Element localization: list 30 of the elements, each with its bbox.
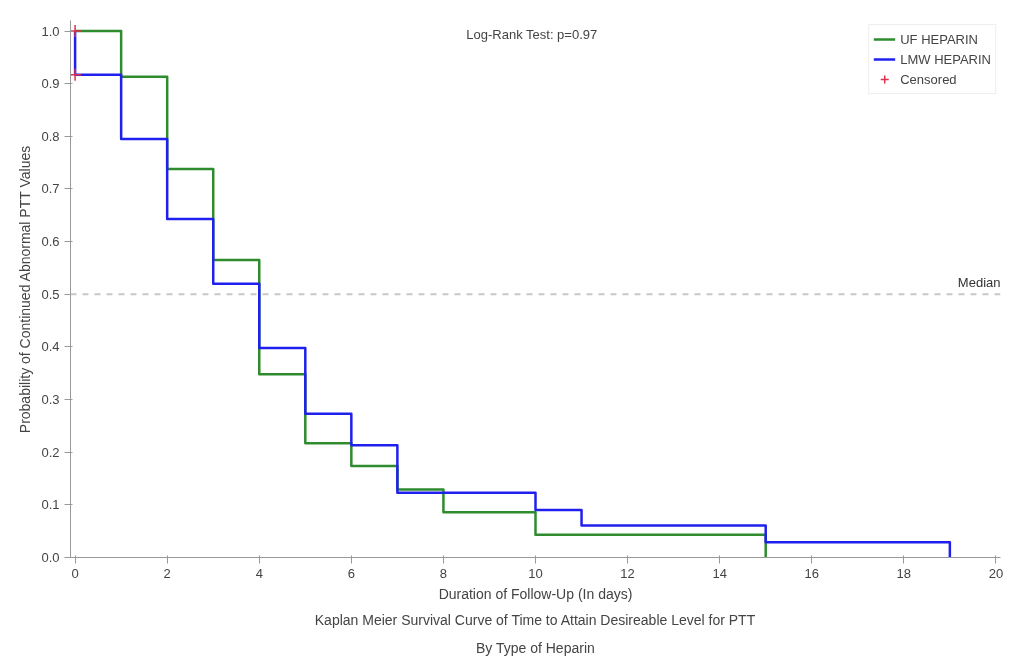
y-tick-label: 0.9 bbox=[41, 76, 60, 92]
x-tick-label: 8 bbox=[439, 565, 448, 581]
y-tick-label: 0.7 bbox=[41, 181, 60, 197]
x-tick-label: 2 bbox=[163, 565, 171, 581]
y-tick-label: 0.0 bbox=[41, 550, 60, 565]
y-tick-label: 0.8 bbox=[41, 128, 60, 144]
legend-label: Censored bbox=[900, 71, 957, 87]
x-tick-label: 14 bbox=[712, 565, 727, 581]
x-tick-label: 4 bbox=[255, 565, 263, 581]
y-tick-label: 0.3 bbox=[41, 392, 60, 408]
y-axis-title: Probability of Continued Abnormal PTT Values bbox=[17, 145, 34, 434]
y-tick-label: 0.4 bbox=[41, 339, 60, 355]
x-tick-label: 0 bbox=[71, 565, 79, 581]
annotation: Log-Rank Test: p=0.97 bbox=[466, 26, 598, 42]
y-tick-label: 0.6 bbox=[41, 234, 60, 250]
x-tick-label: 16 bbox=[804, 565, 819, 581]
legend-label: LMW HEPARIN bbox=[900, 51, 991, 67]
x-tick-label: 10 bbox=[528, 565, 543, 581]
x-tick-label: 6 bbox=[347, 565, 355, 581]
x-tick-label: 20 bbox=[988, 565, 1004, 581]
x-axis-title: Duration of Follow-Up (In days) bbox=[438, 585, 633, 602]
y-tick-label: 0.5 bbox=[41, 286, 60, 302]
y-tick-label: 0.1 bbox=[41, 497, 60, 513]
y-tick-label: 0.2 bbox=[41, 444, 60, 460]
legend-label: UF HEPARIN bbox=[900, 31, 978, 47]
ref-line-label: Median bbox=[957, 275, 1001, 291]
text: Kaplan Meier Survival Curve of Time to Attain Desireable Level for PTT By Type of Heparin bbox=[314, 611, 756, 656]
y-tick-label: 1.0 bbox=[41, 23, 60, 39]
x-tick-label: 12 bbox=[620, 565, 635, 581]
x-tick-label: 18 bbox=[896, 565, 912, 581]
